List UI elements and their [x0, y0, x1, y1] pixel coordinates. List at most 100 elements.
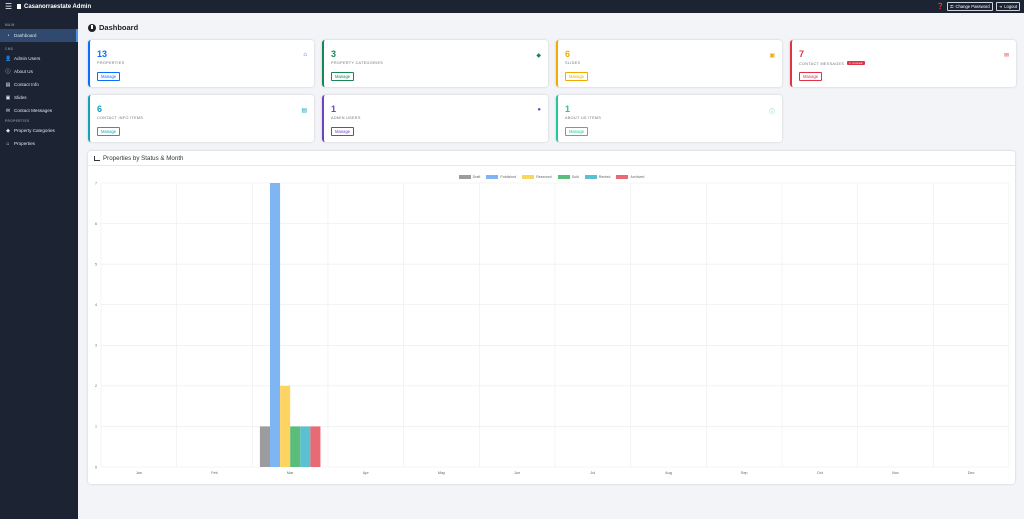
y-tick-label: 0	[95, 465, 97, 469]
bar-rented	[300, 426, 311, 467]
legend-item[interactable]: Reserved	[522, 175, 552, 179]
sidebar-item-label: Properties	[14, 141, 35, 146]
sidebar-item-label: Contact Info	[14, 82, 39, 87]
x-tick-label: Oct	[817, 471, 824, 475]
legend-label: Draft	[472, 175, 481, 179]
users-icon: 👤	[5, 55, 12, 62]
stat-label-wrap: SLIDES	[565, 61, 580, 65]
sidebar-heading-properties: PROPERTIES	[5, 119, 30, 123]
brand[interactable]: Casanorraestate Admin	[17, 4, 91, 10]
stat-count: 1	[565, 104, 571, 114]
legend-item[interactable]: Published	[486, 175, 516, 179]
sidebar-heading-cms: CMS	[5, 47, 14, 51]
bar-sold	[290, 426, 301, 467]
legend-label: Reserved	[536, 175, 552, 179]
sidebar-item-label: Admin Users	[14, 56, 41, 61]
sidebar-spacer	[0, 13, 78, 23]
x-tick-label: Jan	[136, 471, 142, 475]
chart-legend: Draft Published Reserved Sold Rented Archived	[88, 175, 1015, 179]
manage-button[interactable]: Manage	[97, 127, 121, 136]
sidebar-item-slides[interactable]: ▣ Slides	[0, 91, 78, 104]
chart-header: Properties by Status & Month	[88, 151, 1015, 166]
manage-button[interactable]: Manage	[565, 127, 589, 136]
manage-button[interactable]: Manage	[97, 72, 121, 81]
address-book-icon: ▤	[301, 108, 307, 114]
y-tick-label: 5	[95, 262, 97, 266]
properties-bar-chart: 0 1 2 3 4 5 6 7 Jan Feb Mar Apr May Jun Jul Aug Sep Oct No…	[95, 181, 1010, 475]
x-tick-label: Dec	[968, 471, 975, 475]
image-icon: ▣	[5, 94, 11, 101]
legend-item[interactable]: Draft	[458, 175, 481, 179]
x-tick-label: Jul	[590, 471, 595, 475]
stat-card: 13 PROPERTIES ⌂ Manage	[88, 40, 314, 87]
stat-count: 6	[97, 104, 103, 114]
stat-label-wrap: ADMIN USERS	[331, 116, 361, 120]
y-tick-label: 6	[95, 222, 97, 226]
stat-label: ABOUT US ITEMS	[565, 116, 602, 120]
legend-swatch	[584, 175, 597, 179]
x-tick-label: Nov	[892, 471, 899, 475]
stat-card: 1 ABOUT US ITEMS ⓘ Manage	[556, 95, 782, 142]
page-title: Dashboard	[88, 23, 138, 32]
bar-reserved	[280, 385, 291, 467]
sidebar-item-label: Contact Messages	[14, 108, 53, 113]
stat-label-wrap: CONTACT MESSAGES 1 unread	[799, 61, 865, 66]
sidebar-item-contact-info[interactable]: ▤ Contact Info	[0, 78, 78, 91]
x-tick-label: Feb	[211, 471, 218, 475]
x-tick-label: Apr	[363, 471, 370, 475]
legend-swatch	[557, 175, 570, 179]
stat-label-wrap: PROPERTY CATEGORIES	[331, 61, 383, 65]
chart-line-icon	[94, 155, 100, 161]
legend-item[interactable]: Archived	[616, 175, 644, 179]
manage-button[interactable]: Manage	[565, 72, 589, 81]
sidebar-item-label: Slides	[14, 95, 27, 100]
legend-swatch	[616, 175, 629, 179]
sidebar-item-dashboard[interactable]: ◔ Dashboard	[0, 29, 78, 42]
legend-swatch	[486, 175, 499, 179]
change-password-label: Change Password	[955, 4, 990, 9]
stat-label: PROPERTIES	[97, 61, 125, 65]
legend-item[interactable]: Rented	[584, 175, 610, 179]
info-icon: ⓘ	[5, 69, 11, 75]
stat-card: 3 PROPERTY CATEGORIES ◆ Manage	[322, 40, 548, 87]
unread-badge: 1 unread	[847, 61, 865, 65]
stat-label: CONTACT MESSAGES	[799, 62, 845, 66]
tags-icon: ◆	[536, 53, 541, 59]
y-tick-label: 4	[95, 303, 97, 307]
y-tick-label: 3	[95, 344, 97, 348]
sidebar-item-property-categories[interactable]: ◆ Property Categories	[0, 124, 78, 137]
stat-label: PROPERTY CATEGORIES	[331, 61, 384, 65]
logout-label: Logout	[1004, 4, 1017, 9]
stat-label-wrap: PROPERTIES	[97, 61, 124, 65]
legend-item[interactable]: Sold	[557, 175, 579, 179]
logout-button[interactable]: ⇥ Logout	[995, 2, 1020, 11]
manage-button[interactable]: Manage	[331, 127, 355, 136]
legend-swatch	[522, 175, 535, 179]
sidebar-item-contact-messages[interactable]: ✉ Contact Messages	[0, 104, 78, 117]
manage-button[interactable]: Manage	[331, 72, 355, 81]
images-icon: ▣	[769, 53, 775, 59]
sidebar-item-about-us[interactable]: ⓘ About Us	[0, 65, 78, 78]
chart-title: Properties by Status & Month	[103, 154, 184, 162]
stat-label-wrap: CONTACT INFO ITEMS	[97, 116, 143, 120]
stat-count: 1	[331, 104, 337, 114]
address-card-icon: ▤	[5, 81, 11, 88]
stat-card: 6 CONTACT INFO ITEMS ▤ Manage	[88, 95, 314, 142]
help-icon[interactable]: ❓	[936, 4, 944, 10]
sidebar-item-admin-users[interactable]: 👤 Admin Users	[0, 52, 78, 65]
logout-icon: ⇥	[998, 4, 1003, 9]
stat-count: 7	[799, 49, 805, 59]
manage-button[interactable]: Manage	[799, 72, 823, 81]
stat-card: 7 CONTACT MESSAGES 1 unread ✉ Manage	[790, 40, 1016, 87]
legend-label: Published	[500, 175, 517, 179]
envelope-icon: ✉	[5, 107, 11, 114]
menu-toggle-icon[interactable]: ☰	[5, 2, 13, 11]
home-icon: ⌂	[303, 52, 307, 58]
stat-label: ADMIN USERS	[331, 116, 361, 120]
legend-swatch	[458, 175, 471, 179]
y-tick-label: 1	[95, 425, 97, 429]
change-password-button[interactable]: ⚿ Change Password	[947, 2, 993, 11]
dashboard-icon: ◔	[6, 32, 10, 39]
sidebar-item-label: Dashboard	[14, 33, 37, 38]
sidebar-item-properties[interactable]: ⌂ Properties	[0, 137, 78, 150]
